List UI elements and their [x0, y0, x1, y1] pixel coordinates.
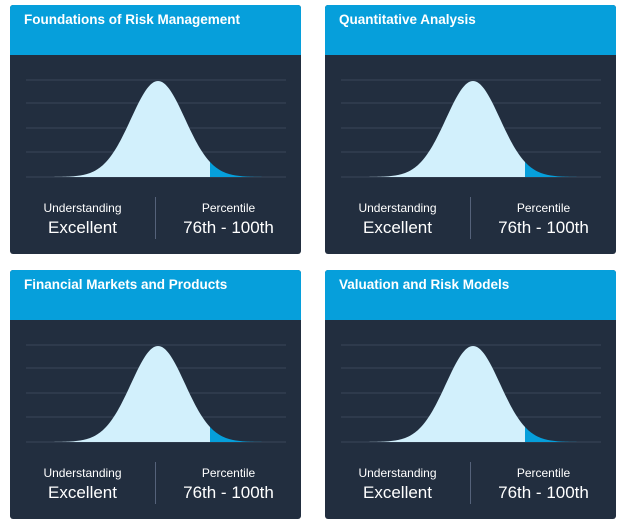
percentile-highlight — [210, 426, 286, 442]
understanding-stat: Understanding Excellent — [10, 197, 155, 241]
card-title: Valuation and Risk Models — [325, 270, 616, 320]
stat-divider — [470, 197, 471, 239]
percentile-stat: Percentile 76th - 100th — [471, 197, 616, 241]
distribution-chart — [26, 79, 286, 178]
topic-card-financial-markets: Financial Markets and Products Understan… — [10, 270, 301, 519]
understanding-value: Excellent — [48, 218, 117, 237]
understanding-value: Excellent — [363, 218, 432, 237]
percentile-label: Percentile — [516, 201, 571, 215]
distribution-curve — [26, 81, 210, 177]
distribution-chart — [341, 79, 601, 178]
topic-card-foundations: Foundations of Risk Management Understan… — [10, 5, 301, 254]
understanding-stat: Understanding Excellent — [325, 462, 470, 506]
distribution-curve — [341, 346, 525, 442]
stat-divider — [155, 197, 156, 239]
percentile-value: 76th - 100th — [498, 483, 589, 502]
distribution-curve — [341, 81, 525, 177]
distribution-curve — [26, 346, 210, 442]
percentile-stat: Percentile 76th - 100th — [471, 462, 616, 506]
stats-row: Understanding Excellent Percentile 76th … — [10, 462, 301, 506]
card-title: Financial Markets and Products — [10, 270, 301, 320]
percentile-highlight — [525, 426, 601, 442]
card-title: Foundations of Risk Management — [10, 5, 301, 55]
percentile-label: Percentile — [201, 201, 256, 215]
percentile-stat: Percentile 76th - 100th — [156, 462, 301, 506]
understanding-stat: Understanding Excellent — [10, 462, 155, 506]
stats-row: Understanding Excellent Percentile 76th … — [10, 197, 301, 241]
percentile-value: 76th - 100th — [183, 218, 274, 237]
percentile-stat: Percentile 76th - 100th — [156, 197, 301, 241]
stat-divider — [155, 462, 156, 504]
topic-card-quantitative: Quantitative Analysis Understanding Exce… — [325, 5, 616, 254]
percentile-value: 76th - 100th — [498, 218, 589, 237]
percentile-value: 76th - 100th — [183, 483, 274, 502]
understanding-value: Excellent — [48, 483, 117, 502]
stats-row: Understanding Excellent Percentile 76th … — [325, 462, 616, 506]
understanding-label: Understanding — [358, 466, 437, 480]
percentile-highlight — [525, 161, 601, 177]
percentile-highlight — [210, 161, 286, 177]
understanding-value: Excellent — [363, 483, 432, 502]
understanding-label: Understanding — [43, 201, 122, 215]
distribution-chart — [26, 344, 286, 443]
percentile-label: Percentile — [516, 466, 571, 480]
percentile-label: Percentile — [201, 466, 256, 480]
understanding-stat: Understanding Excellent — [325, 197, 470, 241]
stats-row: Understanding Excellent Percentile 76th … — [325, 197, 616, 241]
understanding-label: Understanding — [43, 466, 122, 480]
card-title: Quantitative Analysis — [325, 5, 616, 55]
topic-card-valuation: Valuation and Risk Models Understanding … — [325, 270, 616, 519]
stat-divider — [470, 462, 471, 504]
distribution-chart — [341, 344, 601, 443]
understanding-label: Understanding — [358, 201, 437, 215]
